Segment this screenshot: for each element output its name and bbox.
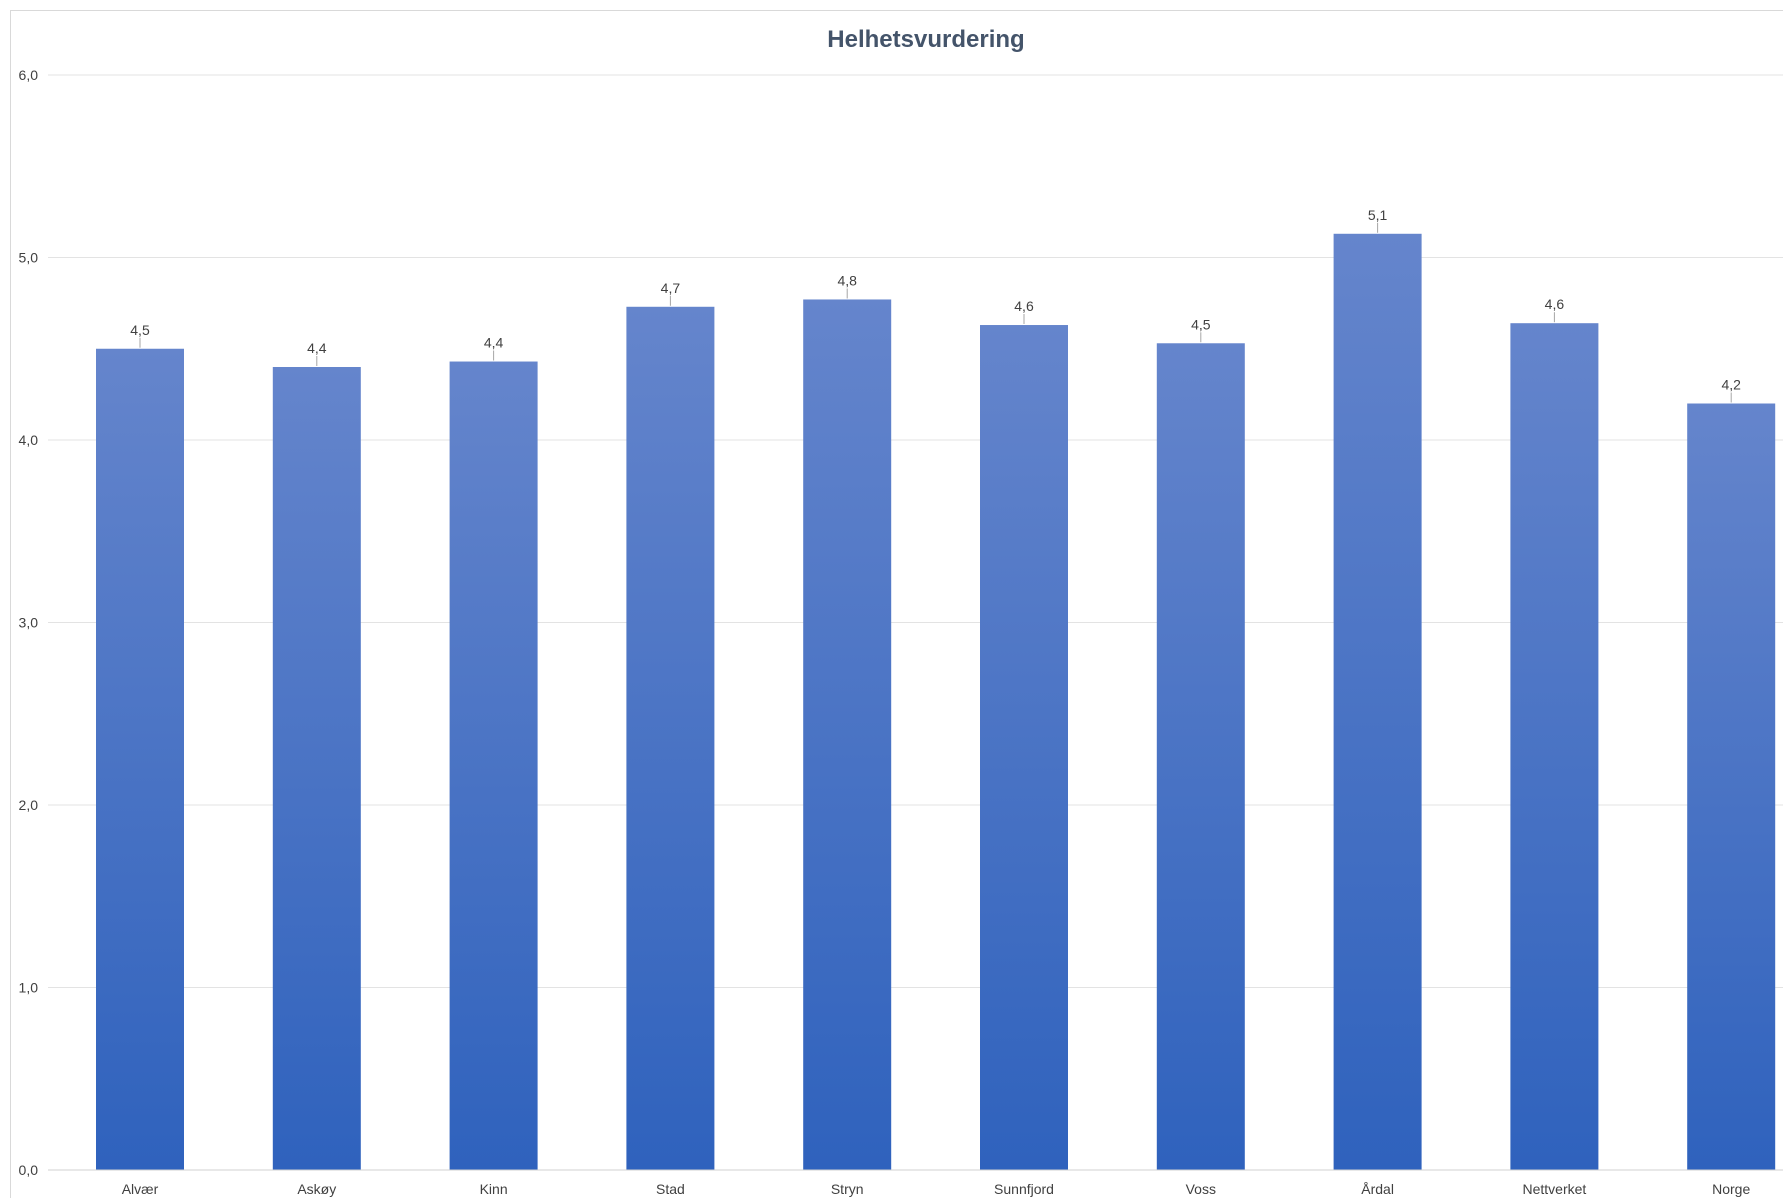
x-category-label: Norge	[1712, 1181, 1750, 1197]
data-label: 4,4	[307, 340, 327, 356]
x-category-label: Voss	[1186, 1181, 1216, 1197]
data-label: 4,6	[1014, 298, 1034, 314]
data-labels: 4,5 4,4 4,4 4,7 4,8 4,6 4,5 5,1 4,6 4,2	[130, 207, 1741, 403]
bar-stad	[626, 306, 715, 1170]
bar-årdal	[1333, 233, 1422, 1170]
data-label: 4,2	[1721, 377, 1741, 393]
x-category-label: Nettverket	[1522, 1181, 1586, 1197]
y-axis-ticks: 0,0 1,0 2,0 3,0 4,0 5,0 6,0	[19, 67, 39, 1178]
y-tick-label: 2,0	[19, 797, 39, 813]
chart-title: Helhetsvurdering	[827, 26, 1024, 53]
x-category-label: Sunnfjord	[994, 1181, 1054, 1197]
bar-askøy	[272, 367, 361, 1170]
bar-kinn	[449, 361, 538, 1170]
bar-norge	[1687, 403, 1776, 1170]
data-label: 5,1	[1368, 207, 1388, 223]
y-tick-label: 4,0	[19, 432, 39, 448]
bar-alvær	[96, 348, 184, 1170]
data-label: 4,8	[837, 272, 857, 288]
x-axis-categories: Alvær Askøy Kinn Stad Stryn Sunnfjord Voss Årda…	[122, 1181, 1751, 1197]
bar-sunnfjord	[980, 325, 1068, 1170]
x-category-label: Stad	[656, 1181, 685, 1197]
y-tick-label: 0,0	[19, 1162, 39, 1178]
y-tick-label: 6,0	[19, 67, 39, 83]
x-category-label: Kinn	[480, 1181, 508, 1197]
bar-stryn	[803, 299, 892, 1171]
bar-voss	[1156, 343, 1245, 1170]
bar-nettverket	[1510, 323, 1599, 1170]
data-label: 4,7	[661, 280, 681, 296]
x-category-label: Årdal	[1361, 1181, 1394, 1197]
bars	[96, 233, 1776, 1171]
data-label: 4,4	[484, 335, 504, 351]
data-label: 4,5	[130, 322, 150, 338]
y-tick-label: 3,0	[19, 615, 39, 631]
y-tick-label: 1,0	[19, 980, 39, 996]
x-category-label: Askøy	[297, 1181, 336, 1197]
y-tick-label: 5,0	[19, 250, 39, 266]
x-category-label: Stryn	[831, 1181, 864, 1197]
x-category-label: Alvær	[122, 1181, 159, 1197]
data-label: 4,5	[1191, 316, 1211, 332]
data-label: 4,6	[1545, 296, 1565, 312]
gridlines	[48, 74, 1783, 988]
chart-frame	[10, 10, 1783, 1198]
